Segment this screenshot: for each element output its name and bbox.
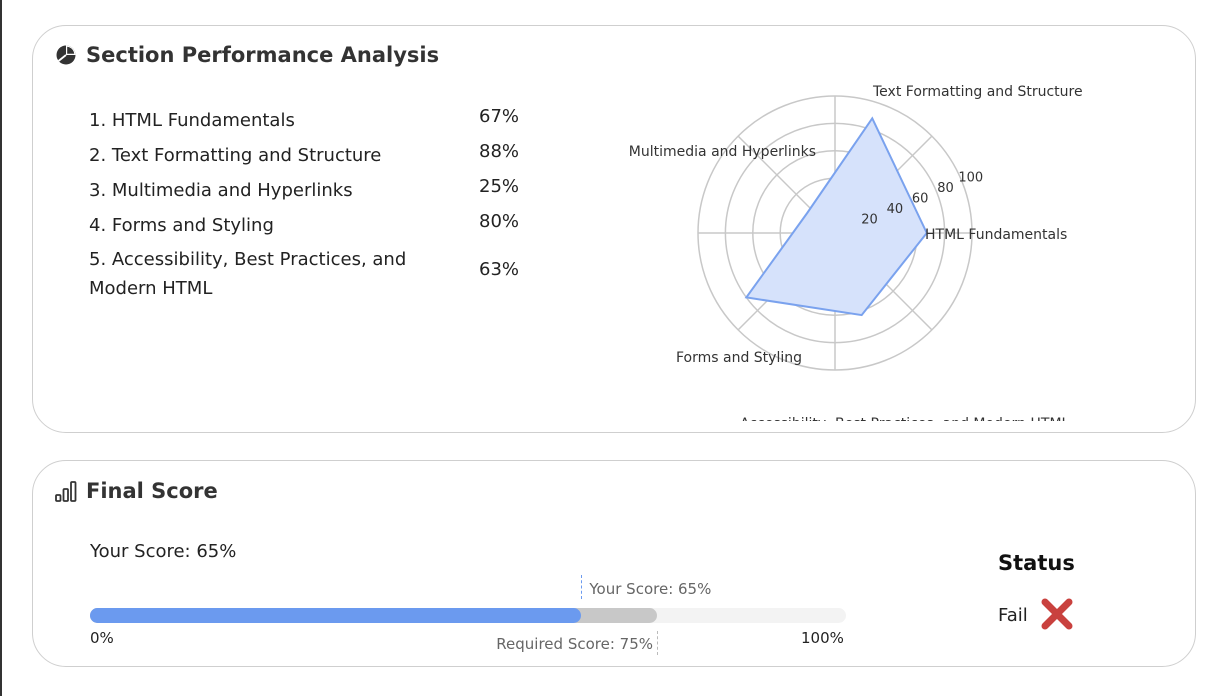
your-score-label: Your Score: 65% (90, 541, 237, 562)
radar-category-label: Forms and Styling (676, 350, 802, 366)
your-score-fill (90, 608, 582, 623)
section-name: 5. Accessibility, Best Practices, and Mo… (89, 249, 407, 299)
final-score-title: Final Score (55, 479, 218, 503)
your-score-marker (581, 575, 583, 599)
radar-tick-label: 40 (887, 202, 904, 217)
section-name: 1. HTML Fundamentals (89, 110, 295, 131)
status-value: Fail (998, 605, 1028, 626)
section-performance-title: Section Performance Analysis (55, 43, 439, 67)
radar-category-label: Text Formatting and Structure (872, 84, 1083, 100)
status-heading: Status (998, 551, 1075, 575)
score-progress-bar (90, 608, 846, 623)
pie-chart-icon (56, 45, 76, 65)
radar-series-area (744, 116, 928, 317)
section-percent: 25% (479, 176, 520, 197)
final-score-title-text: Final Score (86, 479, 218, 503)
required-score-marker (657, 631, 658, 655)
section-percent: 63% (479, 259, 520, 280)
x-mark-icon (1041, 598, 1073, 630)
section-performance-title-text: Section Performance Analysis (86, 43, 440, 67)
radar-tick-label: 20 (861, 213, 878, 228)
bar-chart-icon (55, 481, 77, 502)
section-name: 2. Text Formatting and Structure (89, 145, 382, 166)
section-percent: 67% (479, 106, 520, 127)
radar-tick-label: 100 (958, 171, 983, 186)
window-edge (0, 0, 2, 696)
bar-max-label: 100% (801, 629, 844, 647)
radar-tick-label: 80 (937, 181, 954, 196)
section-name: 4. Forms and Styling (89, 215, 274, 236)
radar-category-label: Accessibility, Best Practices, and Moder… (740, 416, 1070, 421)
section-name: 3. Multimedia and Hyperlinks (89, 180, 353, 201)
final-score-card: Final Score Your Score: 65% Your Score: … (32, 460, 1196, 667)
section-percent: 88% (479, 141, 520, 162)
section-radar-chart: 20 40 60 80 100 HTML Fundamentals Text Formatt… (629, 84, 1083, 421)
bar-min-label: 0% (90, 629, 114, 647)
radar-category-label: Multimedia and Hyperlinks (629, 144, 816, 160)
radar-tick-label: 60 (912, 192, 929, 207)
section-percent: 80% (479, 211, 520, 232)
your-score-marker-label: Your Score: 65% (589, 580, 712, 598)
required-score-marker-label: Required Score: 75% (496, 635, 653, 653)
section-performance-card: Section Performance Analysis 1. HTML Fun… (32, 25, 1196, 433)
radar-category-label: HTML Fundamentals (925, 227, 1067, 243)
